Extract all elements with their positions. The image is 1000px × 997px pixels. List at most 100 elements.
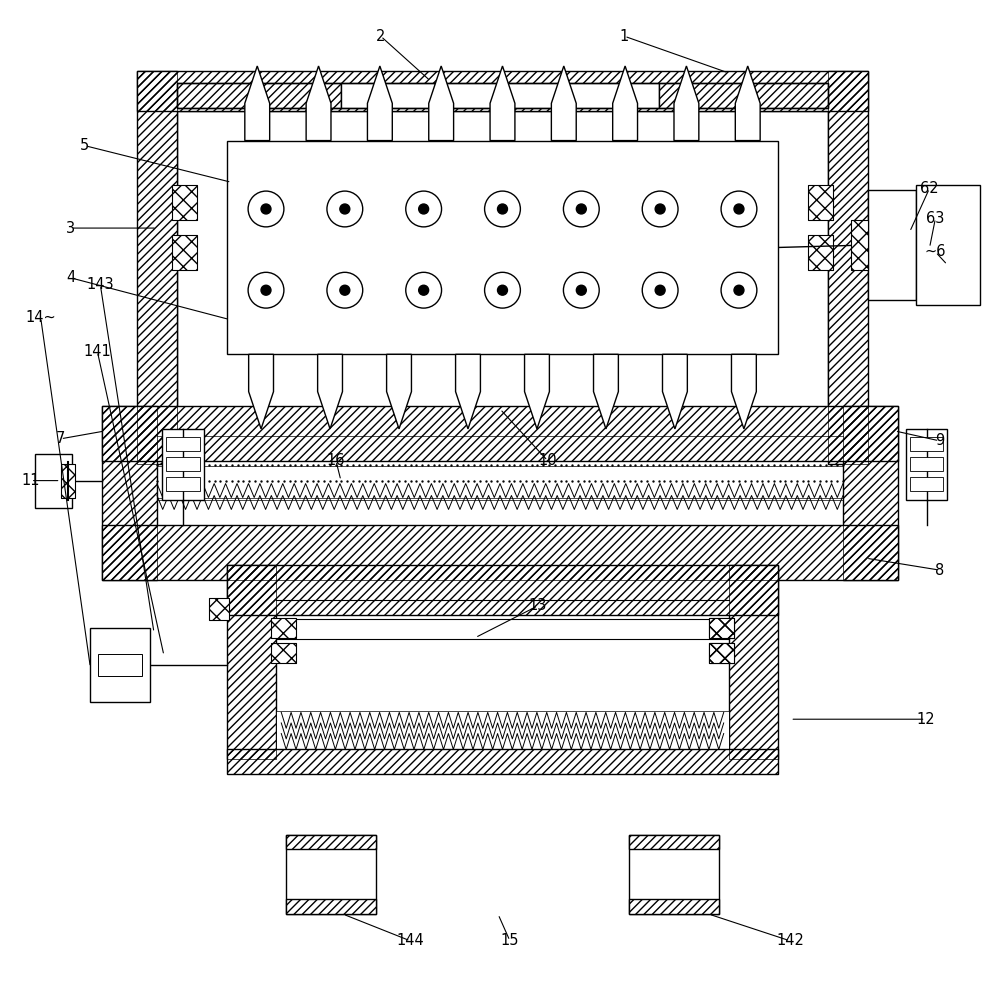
Text: 14~: 14~ [25, 310, 56, 325]
Bar [227, 749, 778, 774]
Text: 62: 62 [920, 180, 939, 195]
Bar [137, 71, 177, 464]
Bar [828, 71, 868, 464]
Bar [276, 615, 729, 759]
Bar [629, 899, 719, 914]
Bar [435, 83, 565, 108]
Bar [166, 437, 200, 451]
Bar [271, 643, 296, 663]
Bar [808, 235, 833, 270]
Text: 5: 5 [80, 138, 89, 154]
Circle shape [721, 272, 757, 308]
Bar [910, 477, 943, 491]
Circle shape [721, 191, 757, 227]
Circle shape [734, 204, 744, 214]
Circle shape [576, 204, 586, 214]
Bar [271, 643, 296, 663]
Circle shape [419, 204, 429, 214]
Text: ~6: ~6 [925, 244, 946, 259]
Bar [276, 711, 729, 749]
Text: 16: 16 [327, 454, 345, 469]
Polygon shape [245, 66, 270, 141]
Polygon shape [429, 66, 454, 141]
Bar [843, 406, 898, 580]
Bar [137, 71, 177, 464]
Polygon shape [613, 66, 638, 141]
Bar [102, 406, 157, 580]
Bar [868, 190, 916, 300]
Bar [166, 457, 200, 471]
Bar [166, 477, 200, 491]
Bar [808, 185, 833, 220]
Text: 8: 8 [935, 562, 944, 577]
Bar [906, 429, 947, 500]
Circle shape [327, 191, 363, 227]
Bar [227, 565, 276, 759]
Bar [629, 834, 719, 849]
Polygon shape [306, 66, 331, 141]
Bar [709, 618, 734, 638]
Bar [162, 429, 204, 500]
Text: 63: 63 [926, 210, 945, 225]
Circle shape [261, 285, 271, 295]
Polygon shape [249, 354, 274, 429]
Bar [851, 220, 868, 270]
Bar [286, 834, 376, 914]
Bar [137, 71, 868, 111]
Bar [177, 83, 341, 108]
Bar [209, 598, 229, 620]
Circle shape [498, 204, 507, 214]
Bar [177, 83, 341, 108]
Bar [227, 749, 778, 774]
Circle shape [642, 272, 678, 308]
Bar [659, 83, 828, 108]
Polygon shape [551, 66, 576, 141]
Bar [271, 618, 296, 638]
Polygon shape [318, 354, 342, 429]
Circle shape [734, 285, 744, 295]
Polygon shape [387, 354, 411, 429]
Polygon shape [367, 66, 392, 141]
Circle shape [655, 204, 665, 214]
Text: 1: 1 [620, 29, 629, 44]
Text: 7: 7 [56, 432, 65, 447]
Polygon shape [525, 354, 549, 429]
Bar [629, 834, 719, 914]
Bar [709, 643, 734, 663]
Circle shape [406, 272, 442, 308]
Circle shape [340, 204, 350, 214]
Bar [709, 618, 734, 638]
Bar [286, 834, 376, 849]
Text: 9: 9 [935, 434, 944, 449]
Bar [172, 235, 197, 270]
Bar [729, 565, 778, 759]
Bar [729, 565, 778, 759]
Bar [98, 654, 142, 676]
Bar [102, 406, 898, 461]
Bar [910, 457, 943, 471]
Bar [35, 454, 72, 508]
Circle shape [340, 285, 350, 295]
Bar [808, 185, 833, 220]
Polygon shape [735, 66, 760, 141]
Polygon shape [731, 354, 756, 429]
Bar [137, 71, 868, 111]
Bar [709, 618, 734, 638]
Bar [172, 185, 197, 220]
Circle shape [261, 204, 271, 214]
Bar [177, 111, 828, 464]
Polygon shape [490, 66, 515, 141]
Circle shape [563, 272, 599, 308]
Bar [271, 618, 296, 638]
Bar [157, 461, 843, 525]
Bar [172, 185, 197, 220]
Text: 141: 141 [83, 344, 111, 359]
Bar [828, 71, 868, 464]
Polygon shape [674, 66, 699, 141]
Bar [629, 899, 719, 914]
Text: 4: 4 [66, 270, 75, 285]
Bar [227, 141, 778, 354]
Bar [659, 83, 828, 108]
Bar [341, 83, 435, 108]
Bar [709, 643, 734, 663]
